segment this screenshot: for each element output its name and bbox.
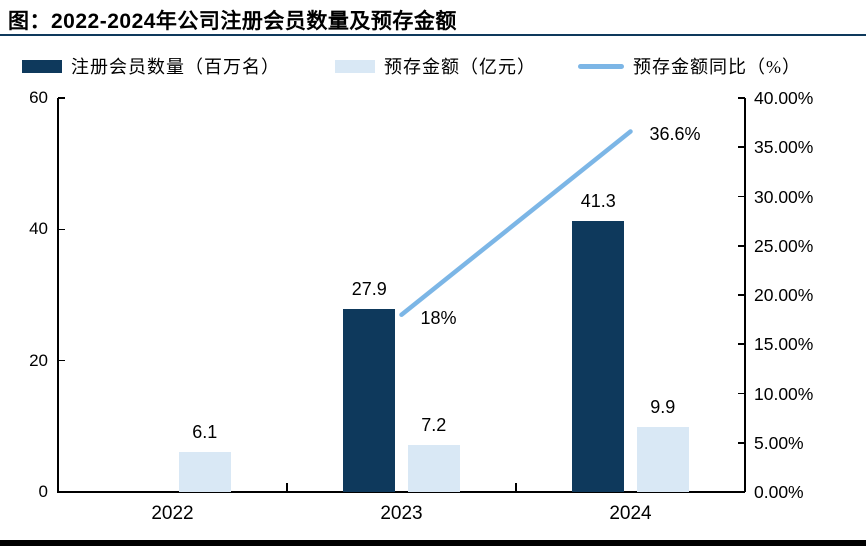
legend-swatch-light-bar-icon [335,59,375,73]
left-axis-tick-label: 0 [38,482,48,501]
legend-swatch-line-icon [578,63,624,69]
left-axis-tick [58,491,65,493]
bar-members-2023 [343,308,396,492]
right-axis-tick-label: 25.00% [754,235,814,256]
legend-item-prepaid-amount: 预存金额（亿元） [335,53,536,79]
bar-prepaid-2022 [178,451,231,492]
bar-members-2024 [572,220,625,492]
line-point-label: 18% [420,307,457,328]
right-axis-tick-label: 10.00% [754,383,814,404]
left-axis-tick-label: 40 [29,219,48,239]
x-category-label: 2023 [380,503,423,524]
right-axis-tick [738,195,745,198]
title-rule [0,34,866,36]
line-point-label: 36.6% [649,124,701,145]
bar-prepaid-2023 [407,444,460,492]
right-axis-tick [738,97,745,99]
x-axis-tick [286,483,288,492]
left-axis-tick [58,359,65,362]
bar-value-label: 27.9 [351,278,387,299]
right-axis-tick-label: 40.00% [754,88,814,108]
right-axis-tick [738,491,745,493]
x-axis-tick [515,483,517,492]
bar-value-label: 9.9 [650,396,676,417]
x-category-label: 2022 [151,503,194,524]
left-axis-tick [58,97,65,99]
legend-label: 预存金额同比（%） [633,57,801,77]
right-axis-tick [738,441,745,444]
legend-label: 注册会员数量（百万名） [71,57,280,77]
right-axis-tick [738,294,745,296]
left-axis-tick-label: 60 [29,88,48,107]
right-axis-tick [738,244,745,247]
x-axis-line [57,491,745,493]
right-axis-tick-label: 5.00% [754,432,804,453]
right-axis-tick-label: 30.00% [754,186,814,207]
legend-item-registered-members: 注册会员数量（百万名） [22,53,280,79]
right-axis-tick [738,146,745,149]
legend-item-prepaid-yoy: 预存金额同比（%） [578,53,801,79]
bar-value-label: 41.3 [580,190,616,211]
x-category-label: 2024 [609,503,652,524]
bottom-rule [0,540,866,546]
right-axis-tick-label: 0.00% [754,482,804,502]
right-axis-tick-label: 20.00% [754,285,814,305]
bar-value-label: 6.1 [192,421,218,442]
right-axis-tick [738,392,745,395]
left-axis-tick [58,228,65,231]
legend-swatch-dark-bar-icon [22,59,62,73]
left-axis-tick-label: 20 [29,350,48,370]
right-axis-tick-label: 35.00% [754,137,814,158]
left-axis-line [57,98,59,492]
bar-value-label: 7.2 [421,414,447,435]
chart-title: 图：2022-2024年公司注册会员数量及预存金额 [8,10,457,33]
right-axis-tick [738,343,745,346]
right-axis-tick-label: 15.00% [754,334,814,355]
bar-prepaid-2024 [636,426,689,492]
legend-label: 预存金额（亿元） [384,57,536,77]
